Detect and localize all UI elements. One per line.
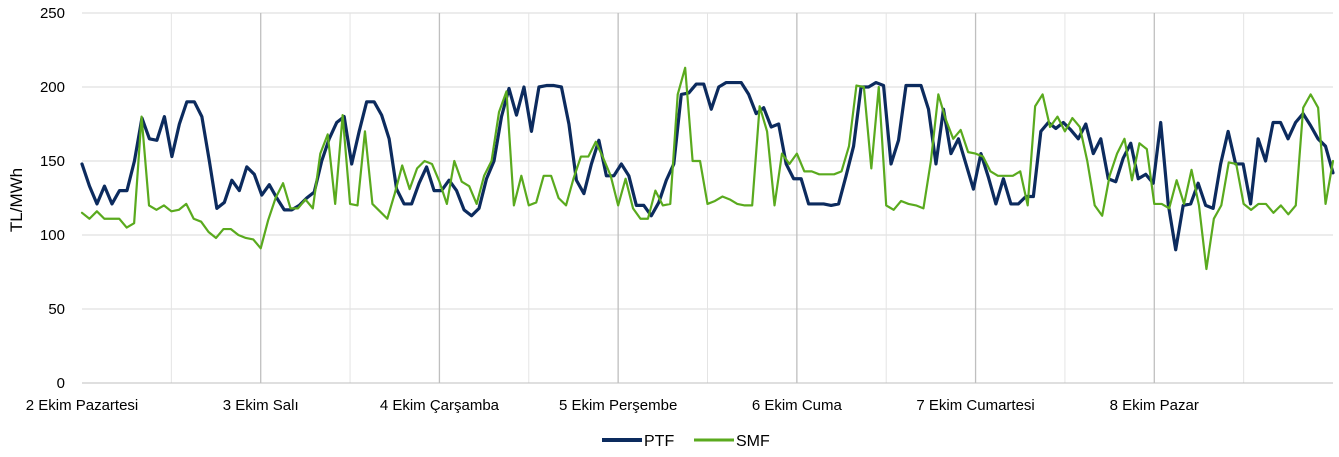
y-tick-label: 150 [40,153,65,170]
y-tick-label: 100 [40,227,65,244]
y-tick-label: 250 [40,5,65,22]
series-line-smf [80,66,1335,271]
legend-item-smf: SMF [694,433,770,450]
x-tick-label: 2 Ekim Pazartesi [26,397,139,414]
y-tick-label: 0 [57,375,65,392]
x-tick-label: 7 Ekim Cumartesi [916,397,1034,414]
series-layer [80,66,1335,271]
legend-label-ptf: PTF [644,433,674,450]
x-tick-label: 3 Ekim Salı [223,397,299,414]
series-line-ptf [80,80,1335,252]
legend-item-ptf: PTF [602,433,674,450]
y-tick-label: 50 [48,301,65,318]
legend-label-smf: SMF [736,433,770,450]
x-tick-label: 8 Ekim Pazar [1110,397,1199,414]
x-tick-label: 4 Ekim Çarşamba [380,397,500,414]
axes: 0 50 100 150 200 250 2 Ekim Pazartesi 3 Ekim Sa… [26,5,1333,414]
x-tick-label: 6 Ekim Cuma [752,397,843,414]
x-tick-label: 5 Ekim Perşembe [559,397,677,414]
y-axis-title: TL/MWh [7,168,26,232]
legend: PTF SMF [602,433,770,450]
y-tick-label: 200 [40,79,65,96]
